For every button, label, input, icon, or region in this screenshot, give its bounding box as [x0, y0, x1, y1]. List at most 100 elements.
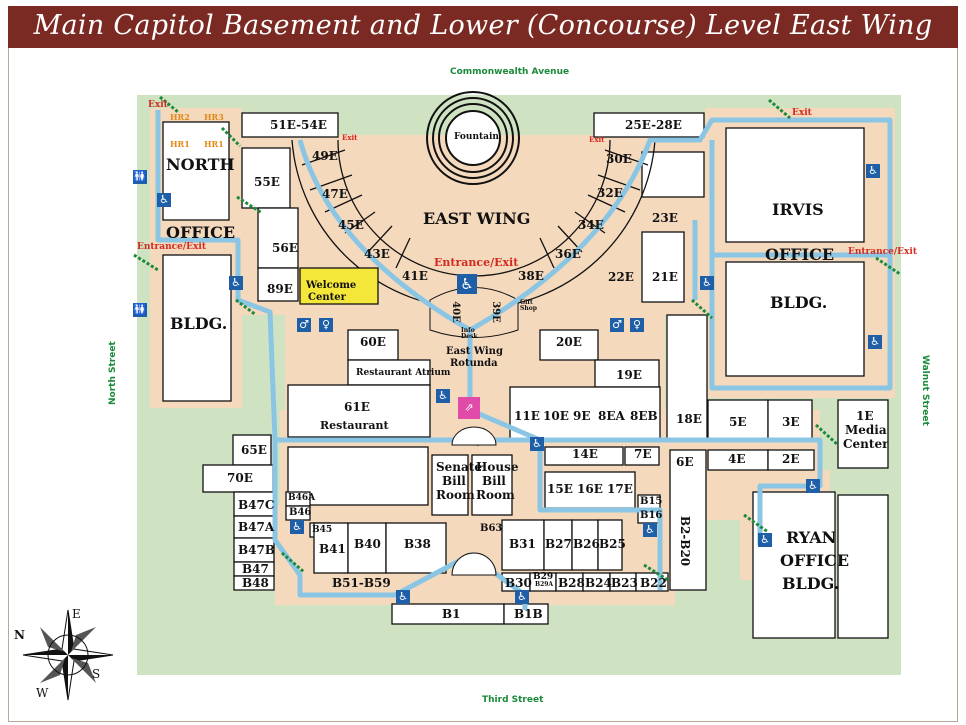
room-39e: 39E — [489, 301, 501, 323]
welcome-line2: Center — [308, 292, 346, 303]
north-office-line1: NORTH — [166, 155, 235, 174]
room-b25: B25 — [599, 537, 626, 551]
wheelchair-icon: ♿ — [229, 276, 243, 290]
room-b2-b20: B2-B20 — [678, 515, 693, 567]
restroom-men-icon: ♂ — [610, 318, 624, 332]
ryan-office-line2: OFFICE — [780, 551, 850, 570]
street-east: Walnut Street — [920, 355, 930, 426]
compass-rose — [22, 609, 114, 701]
wheelchair-icon: ♿ — [157, 193, 171, 207]
room-11e: 11E — [514, 409, 540, 423]
ryan-office-line1: RYAN — [786, 528, 837, 547]
room-2e: 2E — [782, 452, 800, 466]
welcome-line1: Welcome — [306, 280, 357, 291]
house-line1: House — [476, 460, 519, 474]
street-west: North Street — [108, 341, 118, 405]
title-banner: Main Capitol Basement and Lower (Concour… — [8, 6, 958, 48]
wheelchair-icon: ♿ — [457, 274, 477, 294]
wheelchair-icon: ♿ — [868, 335, 882, 349]
room-b46: B46 — [289, 507, 312, 518]
room-3e: 3E — [782, 415, 800, 429]
entrance-exit-irvis: Entrance/Exit — [848, 247, 917, 257]
room-b29-sub: B29A — [535, 581, 554, 588]
room-55e: 55E — [254, 175, 280, 189]
room-b45: B45 — [312, 525, 333, 535]
rotunda-line2: Rotunda — [450, 358, 498, 369]
room-60e: 60E — [360, 335, 386, 349]
room-6e: 6E — [676, 455, 694, 469]
wheelchair-icon: ♿ — [758, 533, 772, 547]
room-22e: 22E — [608, 270, 634, 284]
room-b40: B40 — [354, 537, 381, 551]
restroom-icon: 🚻 — [133, 170, 147, 184]
room-23e: 23E — [652, 211, 678, 225]
central-stair — [451, 426, 497, 576]
room-b47a: B47A — [238, 520, 275, 534]
exit-north-office: Exit — [148, 100, 168, 110]
wheelchair-icon: ♿ — [515, 590, 529, 604]
room-1e-line1: 1E — [856, 409, 874, 423]
room-10e: 10E — [543, 409, 569, 423]
room-16e: 16E — [577, 482, 603, 496]
room-36e: 36E — [555, 247, 581, 261]
room-b23: B23 — [611, 576, 638, 590]
room-5e: 5E — [729, 415, 747, 429]
room-b48: B48 — [242, 576, 269, 590]
compass-e: E — [72, 607, 81, 621]
senate-line2: Bill — [442, 474, 466, 488]
room-17e: 17E — [607, 482, 633, 496]
room-4e: 4E — [728, 452, 746, 466]
restaurant: Restaurant — [320, 419, 389, 432]
room-b47: B47 — [242, 562, 269, 576]
exit-25e: Exit — [589, 135, 605, 144]
room-b30: B30 — [505, 576, 532, 590]
room-56e: 56E — [272, 241, 298, 255]
room-47e: 47E — [322, 187, 348, 201]
street-north: Commonwealth Avenue — [450, 67, 570, 77]
north-office-line2: OFFICE — [166, 223, 236, 242]
wheelchair-icon: ♿ — [866, 164, 880, 178]
room-b46a: B46A — [288, 493, 316, 503]
marker-hr1-b: HR1 — [204, 139, 224, 149]
room-b24: B24 — [585, 576, 612, 590]
compass-n: N — [14, 628, 25, 642]
room-49e: 49E — [312, 149, 338, 163]
info-desk: Info Desk — [461, 327, 478, 340]
room-20e: 20E — [556, 335, 582, 349]
room-b28: B28 — [558, 576, 585, 590]
gift-shop: Gift Shop — [520, 299, 537, 312]
senate-line1: Senate — [436, 460, 482, 474]
fountain — [426, 91, 520, 185]
room-9e: 9E — [573, 409, 591, 423]
room-21e: 21E — [652, 270, 678, 284]
room-8eb: 8EB — [630, 409, 658, 423]
entrance-exit-east-wing: Entrance/Exit — [434, 256, 519, 269]
room-b31: B31 — [509, 537, 536, 551]
wheelchair-icon: ♿ — [806, 479, 820, 493]
room-8ea: 8EA — [598, 409, 625, 423]
room-b51-b59: B51-B59 — [332, 576, 391, 590]
restroom-women-icon: ♀ — [319, 318, 333, 332]
restaurant-atrium: Restaurant Atrium — [356, 368, 451, 378]
room-25e-28e: 25E-28E — [625, 118, 682, 132]
restroom-men-icon: ♂ — [297, 318, 311, 332]
irvis-office-line3: BLDG. — [770, 293, 828, 312]
welcome-center-fill — [299, 267, 379, 305]
room-b38: B38 — [404, 537, 431, 551]
compass-s: S — [92, 667, 101, 681]
escalator-icon: ⇗ — [458, 397, 480, 419]
wheelchair-icon: ♿ — [643, 523, 657, 537]
compass-w: W — [36, 686, 49, 700]
marker-hr2: HR2 — [170, 112, 190, 122]
room-70e: 70E — [227, 471, 253, 485]
east-wing-label: EAST WING — [423, 209, 531, 228]
marker-hr3: HR3 — [204, 112, 224, 122]
room-14e: 14E — [572, 447, 598, 461]
map-title: Main Capitol Basement and Lower (Concour… — [33, 10, 933, 41]
room-b16: B16 — [640, 510, 663, 521]
irvis-office-line2: OFFICE — [765, 245, 835, 264]
room-b47b: B47B — [238, 543, 275, 557]
room-51e-54e: 51E-54E — [270, 118, 327, 132]
room-1e-line3: Center — [843, 437, 889, 451]
room-65e: 65E — [241, 443, 267, 457]
